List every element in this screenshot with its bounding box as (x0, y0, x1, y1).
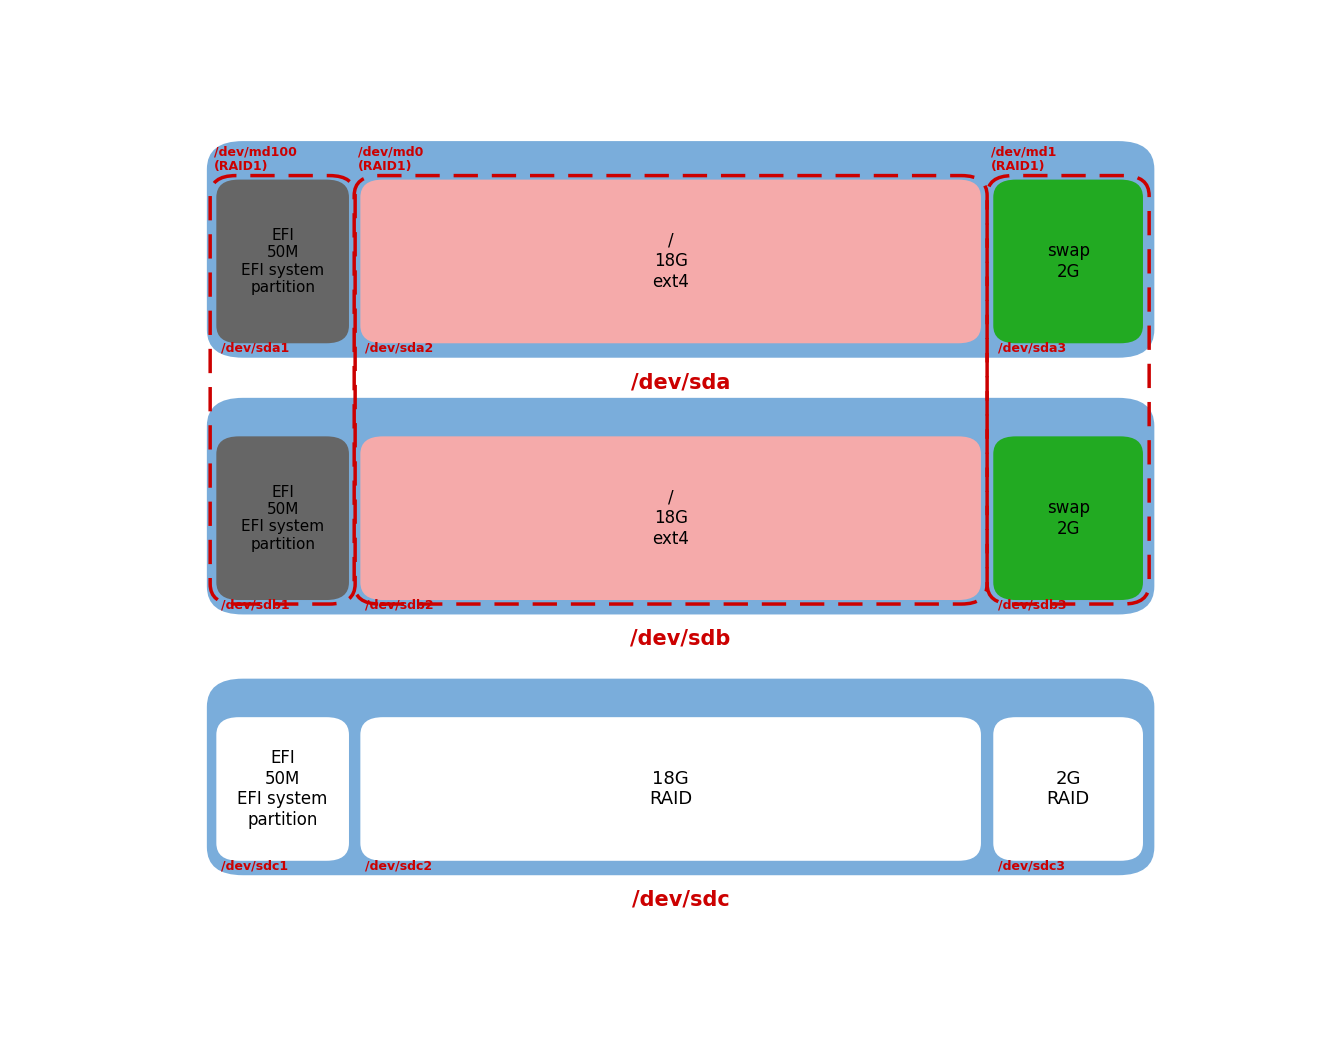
FancyBboxPatch shape (207, 141, 1155, 357)
Text: 18G
RAID: 18G RAID (648, 770, 692, 809)
FancyBboxPatch shape (207, 678, 1155, 875)
FancyBboxPatch shape (993, 179, 1143, 343)
FancyBboxPatch shape (216, 717, 349, 861)
Text: EFI
50M
EFI system
partition: EFI 50M EFI system partition (237, 749, 328, 829)
Text: /dev/sda2: /dev/sda2 (366, 342, 434, 354)
Text: /dev/md1
(RAID1): /dev/md1 (RAID1) (992, 145, 1057, 173)
Text: /dev/sda1: /dev/sda1 (221, 342, 289, 354)
FancyBboxPatch shape (361, 717, 981, 861)
FancyBboxPatch shape (361, 437, 981, 600)
Text: /dev/md100
(RAID1): /dev/md100 (RAID1) (215, 145, 297, 173)
FancyBboxPatch shape (216, 437, 349, 600)
Text: /dev/sdb1: /dev/sdb1 (221, 598, 290, 612)
Text: /dev/sdc1: /dev/sdc1 (221, 859, 289, 872)
FancyBboxPatch shape (993, 717, 1143, 861)
Text: /dev/sda: /dev/sda (631, 372, 731, 392)
FancyBboxPatch shape (216, 179, 349, 343)
Text: /dev/md0
(RAID1): /dev/md0 (RAID1) (358, 145, 424, 173)
FancyBboxPatch shape (993, 437, 1143, 600)
Text: /dev/sdb2: /dev/sdb2 (366, 598, 434, 612)
Text: /dev/sdc3: /dev/sdc3 (998, 859, 1065, 872)
Text: swap
2G: swap 2G (1046, 499, 1090, 538)
FancyBboxPatch shape (207, 398, 1155, 615)
Text: /dev/sdb3: /dev/sdb3 (998, 598, 1067, 612)
Text: EFI
50M
EFI system
partition: EFI 50M EFI system partition (241, 228, 325, 295)
Text: /dev/sdc2: /dev/sdc2 (366, 859, 432, 872)
Text: 2G
RAID: 2G RAID (1046, 770, 1090, 809)
Text: /dev/sdb: /dev/sdb (630, 629, 731, 649)
FancyBboxPatch shape (361, 179, 981, 343)
Text: /dev/sdc: /dev/sdc (631, 890, 729, 910)
Text: /dev/sda3: /dev/sda3 (998, 342, 1066, 354)
Text: /
18G
ext4: / 18G ext4 (652, 231, 690, 291)
Text: /
18G
ext4: / 18G ext4 (652, 489, 690, 548)
Text: swap
2G: swap 2G (1046, 242, 1090, 281)
Text: EFI
50M
EFI system
partition: EFI 50M EFI system partition (241, 485, 325, 552)
